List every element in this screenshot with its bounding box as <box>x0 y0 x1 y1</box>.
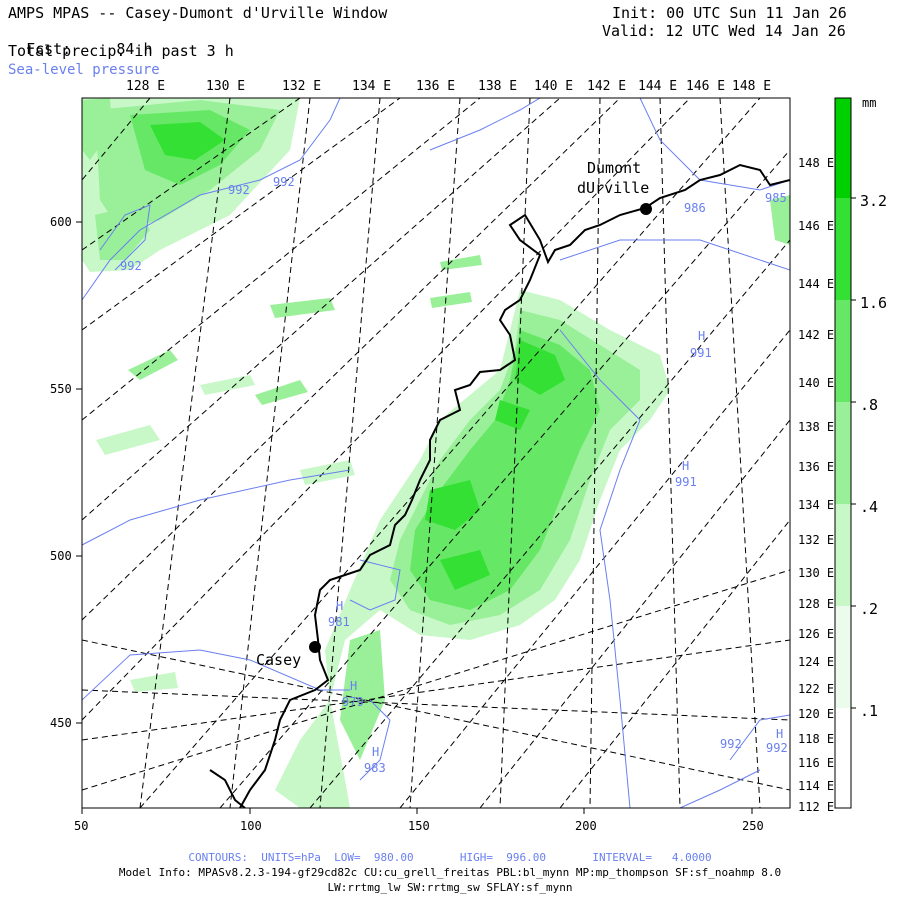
lon-label: 148 E <box>798 156 834 170</box>
lon-label: 140 E <box>798 376 834 390</box>
lon-label: 112 E <box>798 800 834 814</box>
pressure-label: 992 <box>720 737 742 751</box>
legend-level: .8 <box>860 396 878 414</box>
legend-level: 3.2 <box>860 192 887 210</box>
lon-label: 144 E <box>638 79 677 94</box>
legend-unit: mm <box>862 96 876 110</box>
lon-label: 134 E <box>352 79 391 94</box>
pressure-label: 983 <box>364 761 386 775</box>
lon-label: 146 E <box>686 79 725 94</box>
high-marker: H <box>682 459 689 473</box>
pressure-label: 992 <box>766 741 788 755</box>
precip-shading <box>82 98 790 808</box>
pressure-label: 992 <box>273 175 295 189</box>
overlay-name: Sea-level pressure <box>8 62 160 78</box>
x-tick-label: 250 <box>742 819 764 833</box>
station-name: Casey <box>256 651 301 669</box>
lon-label: 142 E <box>587 79 626 94</box>
map-title: AMPS MPAS -- Casey-Dumont d'Urville Wind… <box>8 4 388 22</box>
y-axis-labels: 600 550 500 450 <box>50 215 72 730</box>
pressure-labels: 992 992 992 986 985 991 991 981 979 983 … <box>120 175 788 775</box>
top-longitude-labels: 128 E 130 E 132 E 134 E 136 E 138 E 140 … <box>126 79 771 94</box>
pressure-label: 985 <box>765 191 787 205</box>
contour-info: CONTOURS: UNITS=hPa LOW= 980.00 HIGH= 99… <box>188 851 712 864</box>
lon-label: 130 E <box>206 79 245 94</box>
y-tick-label: 550 <box>50 382 72 396</box>
coastline <box>209 163 790 808</box>
lon-label: 116 E <box>798 756 834 770</box>
high-marker: H <box>372 745 379 759</box>
pressure-label: 981 <box>328 615 350 629</box>
high-marker: H <box>350 679 357 693</box>
x-tick-label: 50 <box>74 819 88 833</box>
station-name: Dumont <box>587 159 641 177</box>
pressure-label: 991 <box>690 346 712 360</box>
lon-label: 138 E <box>798 420 834 434</box>
lon-label: 136 E <box>416 79 455 94</box>
y-tick-label: 600 <box>50 215 72 229</box>
lon-label: 124 E <box>798 655 834 669</box>
pressure-contours <box>82 98 790 808</box>
legend-level: .1 <box>860 702 878 720</box>
high-marker: H <box>336 599 343 613</box>
station-name-line2: dUrville <box>577 179 649 197</box>
forecast-label-key: Fcst: <box>26 40 72 58</box>
lon-label: 146 E <box>798 219 834 233</box>
pressure-label: 992 <box>228 183 250 197</box>
x-tick-label: 200 <box>575 819 597 833</box>
station-marker <box>309 641 321 653</box>
valid-time: Valid: 12 UTC Wed 14 Jan 26 <box>602 22 846 40</box>
pressure-label: 979 <box>342 695 364 709</box>
color-legend: mm 3.2 1.6 .8 .4 .2 .1 <box>834 96 887 809</box>
lon-label: 128 E <box>126 79 165 94</box>
lon-label: 134 E <box>798 498 834 512</box>
high-marker: H <box>698 329 705 343</box>
legend-level: .2 <box>860 600 878 618</box>
x-axis-ticks <box>81 808 753 814</box>
lon-label: 114 E <box>798 779 834 793</box>
high-marker: H <box>776 727 783 741</box>
lon-label: 126 E <box>798 627 834 641</box>
pressure-label: 986 <box>684 201 706 215</box>
lon-label: 128 E <box>798 597 834 611</box>
model-info-line2: LW:rrtmg_lw SW:rrtmg_sw SFLAY:sf_mynn <box>327 881 573 894</box>
lon-label: 118 E <box>798 732 834 746</box>
x-tick-label: 150 <box>408 819 430 833</box>
station-marker <box>640 203 652 215</box>
station-casey: Casey <box>256 641 321 669</box>
lon-label: 132 E <box>798 533 834 547</box>
legend-level: .4 <box>860 498 878 516</box>
lon-label: 144 E <box>798 277 834 291</box>
forecast-hours: 84 h <box>116 40 153 58</box>
lon-label: 132 E <box>282 79 321 94</box>
map-frame <box>81 97 791 809</box>
forecast-label: Fcst: 84 h <box>8 22 153 58</box>
field-name: Total precip. in past 3 h <box>8 42 234 60</box>
lon-label: 136 E <box>798 460 834 474</box>
pressure-label: 992 <box>120 259 142 273</box>
lon-label: 120 E <box>798 707 834 721</box>
init-time: Init: 00 UTC Sun 11 Jan 26 <box>612 4 847 22</box>
x-axis-labels: 50 100 150 200 250 <box>74 819 764 833</box>
y-tick-label: 450 <box>50 716 72 730</box>
x-tick-label: 100 <box>240 819 262 833</box>
y-axis-ticks <box>76 221 82 724</box>
right-longitude-labels: 148 E 146 E 144 E 142 E 140 E 138 E 136 … <box>798 156 834 814</box>
lon-label: 140 E <box>534 79 573 94</box>
model-info: Model Info: MPASv8.2.3-194-gf29cd82c CU:… <box>118 866 782 879</box>
lon-label: 130 E <box>798 566 834 580</box>
y-tick-label: 500 <box>50 549 72 563</box>
lon-label: 148 E <box>732 79 771 94</box>
legend-level: 1.6 <box>860 294 887 312</box>
station-dumont-durville: Dumont dUrville <box>577 159 652 215</box>
pressure-label: 991 <box>675 475 697 489</box>
lon-label: 122 E <box>798 682 834 696</box>
lon-label: 138 E <box>478 79 517 94</box>
lon-label: 142 E <box>798 328 834 342</box>
